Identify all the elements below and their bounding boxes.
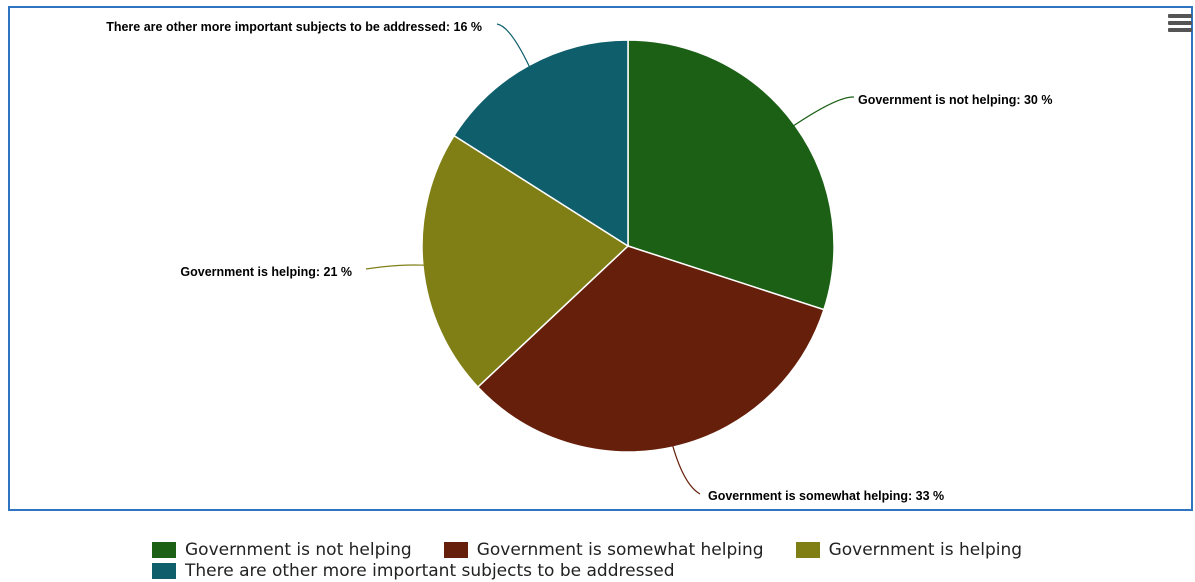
- legend-label-somewhat-helping: Government is somewhat helping: [476, 539, 764, 560]
- legend-swatch-other-subjects: [152, 562, 176, 579]
- leader-line-somewhat-helping: [671, 444, 701, 495]
- leader-line-not-helping: [792, 96, 855, 127]
- legend-item-not-helping[interactable]: Government is not helping: [152, 540, 412, 560]
- pie-chart: Government is not helping: 30 % Governmen…: [106, 20, 1052, 503]
- legend-item-other-subjects[interactable]: There are other more important subjects …: [152, 561, 675, 581]
- legend-swatch-somewhat-helping: [443, 541, 468, 558]
- legend-item-somewhat-helping[interactable]: Government is somewhat helping: [443, 539, 764, 560]
- leader-line-helping: [365, 264, 425, 270]
- legend-swatch-helping: [795, 541, 820, 558]
- data-label-not-helping: Government is not helping: 30 %: [858, 93, 1052, 107]
- hamburger-menu-icon[interactable]: [1168, 14, 1192, 34]
- legend-swatch-not-helping: [152, 541, 176, 558]
- leader-line-other-subjects: [496, 23, 531, 68]
- data-label-other-subjects: There are other more important subjects …: [106, 20, 482, 34]
- data-label-somewhat-helping: Government is somewhat helping: 33 %: [708, 489, 944, 503]
- legend-label-other-subjects: There are other more important subjects …: [185, 560, 675, 581]
- legend-item-helping[interactable]: Government is helping: [795, 539, 1023, 560]
- legend-label-not-helping: Government is not helping: [185, 539, 412, 560]
- legend-label-helping: Government is helping: [828, 539, 1023, 560]
- chart-legend: Government is not helping Government is …: [152, 539, 1112, 581]
- data-label-helping: Government is helping: 21 %: [180, 265, 352, 279]
